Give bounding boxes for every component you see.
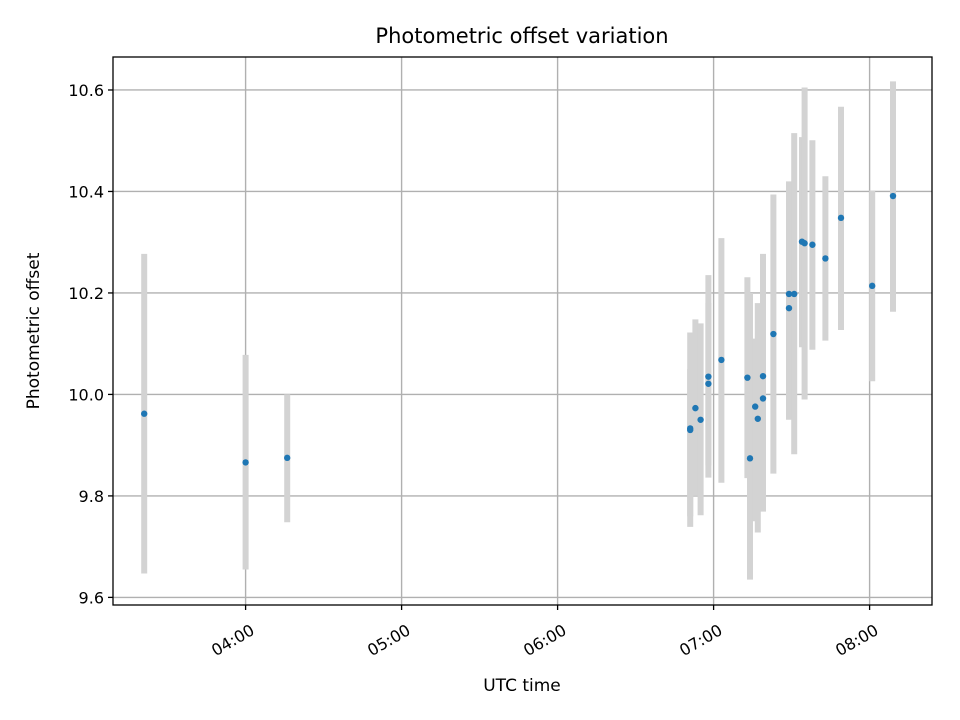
data-point (141, 410, 148, 417)
x-tick-label: 08:00 (832, 620, 881, 660)
data-point (692, 404, 699, 412)
x-tick-label: 06:00 (520, 620, 569, 660)
data-point (801, 240, 808, 247)
x-tick-label: 07:00 (676, 620, 725, 660)
data-point (705, 380, 712, 387)
data-point (809, 241, 816, 248)
data-point (242, 459, 249, 466)
data-point (718, 356, 725, 364)
data-point (822, 255, 829, 262)
data-point (687, 425, 694, 432)
data-point (785, 290, 793, 298)
y-axis: 9.6 9.8 10.0 10.2 10.4 10.6 (68, 81, 113, 607)
y-tick-label: 10.4 (68, 182, 104, 201)
x-tick-label: 05:00 (364, 620, 413, 660)
data-point (759, 372, 767, 380)
data-point (837, 214, 845, 222)
grid (113, 57, 932, 605)
y-tick-label: 9.6 (79, 588, 104, 607)
y-axis-label: Photometric offset (24, 252, 44, 409)
y-tick-label: 9.8 (79, 487, 104, 506)
y-tick-label: 10.2 (68, 284, 104, 303)
data-point (744, 374, 751, 381)
data-point (705, 373, 712, 380)
data-points (141, 192, 897, 466)
x-tick-label: 04:00 (208, 620, 257, 660)
x-axis-label: UTC time (483, 676, 561, 696)
chart-title: Photometric offset variation (375, 24, 668, 48)
y-tick-label: 10.6 (68, 81, 104, 100)
data-point (759, 395, 767, 402)
plot-frame (112, 56, 933, 606)
data-point (697, 416, 704, 423)
data-point (791, 290, 798, 298)
data-point (889, 192, 897, 200)
data-point (746, 455, 754, 462)
data-point (754, 415, 761, 422)
data-point (770, 330, 777, 338)
y-tick-label: 10.0 (68, 385, 104, 404)
error-bars (141, 81, 896, 580)
data-point (869, 282, 876, 290)
x-axis: 04:00 05:00 06:00 07:00 08:00 (208, 605, 882, 660)
data-point (752, 403, 759, 410)
data-point (785, 304, 793, 312)
data-point (284, 454, 291, 462)
